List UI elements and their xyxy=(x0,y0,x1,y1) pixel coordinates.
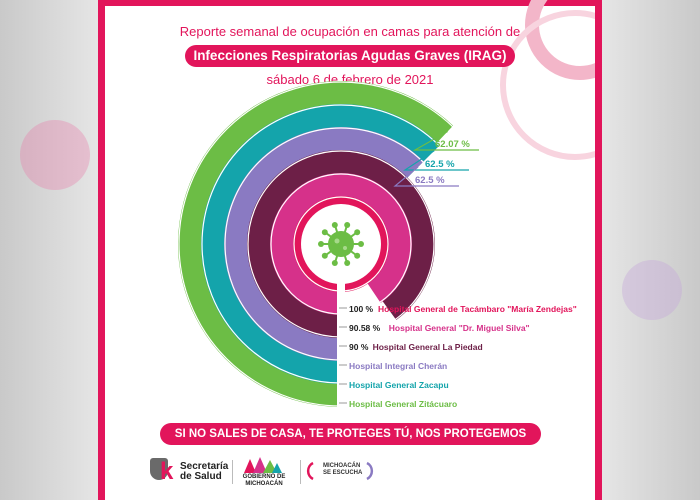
footer-divider xyxy=(300,460,301,484)
callout-line xyxy=(393,166,459,187)
background-decoration xyxy=(622,260,682,320)
virus-icon xyxy=(318,221,364,267)
hospital-label: Hospital Integral Cherán xyxy=(349,361,447,371)
escucha-logo: MICHOACÁN SE ESCUCHA xyxy=(323,463,363,476)
footer-divider xyxy=(232,460,233,484)
report-date: sábado 6 de febrero de 2021 xyxy=(266,72,434,87)
infographic-card: Reporte semanal de ocupación en camas pa… xyxy=(98,0,602,500)
hospital-label: Hospital General La Piedad xyxy=(373,342,483,352)
slogan-banner: SI NO SALES DE CASA, TE PROTEGES TÚ, NOS… xyxy=(160,423,541,462)
value-label: 90.58 % xyxy=(349,323,381,333)
hospital-label: Hospital General Zitácuaro xyxy=(349,399,457,409)
state-shield-icon xyxy=(150,458,168,480)
value-callout: 62.07 % xyxy=(435,139,470,150)
card-top-border xyxy=(105,0,595,6)
value-label: 90 % xyxy=(349,342,369,352)
background-decoration xyxy=(20,120,90,190)
report-title: Infecciones Respiratorias Agudas Graves … xyxy=(185,45,515,67)
michoacan-mark-icon xyxy=(244,457,282,473)
report-subtitle: Reporte semanal de ocupación en camas pa… xyxy=(179,24,521,39)
value-callout: 62.5 % xyxy=(415,175,445,186)
callout-line xyxy=(402,150,469,171)
hospital-label: Hospital General de Tacámbaro "María Zen… xyxy=(378,304,577,314)
value-callout: 62.5 % xyxy=(425,159,455,170)
gobierno-logo: GOBIERNO DE MICHOACÁN xyxy=(242,474,286,487)
hospital-label: Hospital General Zacapu xyxy=(349,380,449,390)
health-logo-icon: k xyxy=(160,458,174,485)
hospital-label: Hospital General "Dr. Miguel Silva" xyxy=(389,323,530,333)
background-left xyxy=(0,0,110,500)
escucha-logo-icon xyxy=(306,461,374,481)
value-label: 100 % xyxy=(349,304,374,314)
secretaria-logo: Secretaría de Salud xyxy=(180,461,229,482)
background-right xyxy=(590,0,700,500)
callout-line xyxy=(412,130,479,151)
radial-bar-chart: 100 % Hospital General de Tacámbaro "Marí… xyxy=(177,80,577,409)
